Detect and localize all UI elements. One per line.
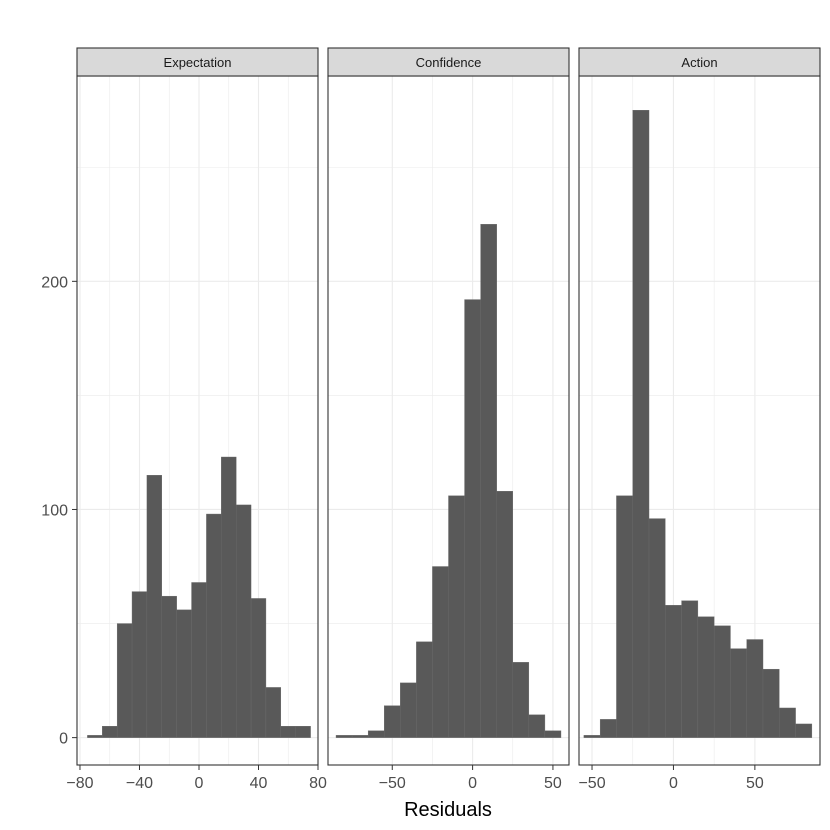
histogram-bar <box>416 641 433 738</box>
histogram-bar <box>250 598 267 738</box>
facet-strip <box>578 47 821 77</box>
histogram-bar <box>384 705 401 738</box>
y-tick-label: 100 <box>41 502 68 519</box>
x-tick-label: 80 <box>309 775 327 792</box>
x-tick-label: −40 <box>126 775 153 792</box>
histogram-bar <box>697 616 715 738</box>
histogram-bar <box>191 582 207 738</box>
facet-strip <box>327 47 570 77</box>
histogram-bar <box>480 224 497 738</box>
histogram-bar <box>146 475 162 738</box>
histogram-bar <box>779 707 796 738</box>
facet-panel-action: Action −50 0 50 <box>578 47 821 792</box>
histogram-bar <box>665 605 682 738</box>
facet-strip <box>76 47 319 77</box>
histogram-bar <box>176 609 192 738</box>
histogram-bar <box>448 495 465 738</box>
x-tick-label: 50 <box>746 775 764 792</box>
x-axis-title: Residuals <box>404 799 492 821</box>
histogram-bar <box>713 625 731 738</box>
histogram-bar <box>235 504 252 738</box>
histogram-bar <box>102 726 118 738</box>
histogram-bar <box>681 600 699 738</box>
histogram-bar <box>762 668 780 738</box>
histogram-bar <box>295 726 311 738</box>
histogram-bar <box>221 456 237 738</box>
x-tick-label: 40 <box>250 775 268 792</box>
x-tick-label: −50 <box>379 775 406 792</box>
histogram-bar <box>335 735 353 738</box>
x-tick-label: 50 <box>544 775 562 792</box>
facet-panel-expectation: Expectation −80 −40 0 40 80 <box>66 47 327 792</box>
histogram-bar <box>206 513 222 738</box>
histogram-bar <box>87 735 103 738</box>
histogram-bar <box>280 726 296 738</box>
y-tick-label: 200 <box>41 274 68 291</box>
facet-strip-label: Expectation <box>164 55 232 70</box>
histogram-bar <box>161 595 177 738</box>
histogram-bar <box>528 714 546 738</box>
facet-strip-label: Confidence <box>416 55 482 70</box>
facet-panel-confidence: Confidence −50 0 50 <box>327 47 570 792</box>
x-tick-label: 0 <box>669 775 678 792</box>
x-tick-label: 0 <box>195 775 204 792</box>
histogram-bar <box>367 730 385 738</box>
histogram-bar <box>648 518 666 738</box>
x-tick-label: 0 <box>468 775 477 792</box>
histogram-bar <box>265 687 282 738</box>
histogram-bar <box>746 639 764 738</box>
x-tick-label: −80 <box>66 775 93 792</box>
histogram-bar <box>795 723 813 738</box>
histogram-bar <box>730 648 747 738</box>
y-tick-label: 0 <box>59 731 68 748</box>
histogram-bar <box>496 491 513 738</box>
histogram-bar <box>544 730 562 738</box>
histogram-bar <box>131 591 148 738</box>
histogram-bar <box>583 735 601 738</box>
histogram-bar <box>616 495 633 738</box>
facet-strip-label: Action <box>681 55 717 70</box>
histogram-bar <box>632 110 650 738</box>
histogram-bar <box>351 735 369 738</box>
histogram-bar <box>400 682 417 738</box>
axes-layer: 0 100 200 <box>41 274 77 748</box>
histogram-bar <box>512 662 530 738</box>
histogram-bar <box>464 299 481 738</box>
histogram-bar <box>116 623 133 738</box>
x-tick-label: −50 <box>578 775 605 792</box>
histogram-bar <box>599 719 617 738</box>
histogram-bar <box>432 566 449 738</box>
